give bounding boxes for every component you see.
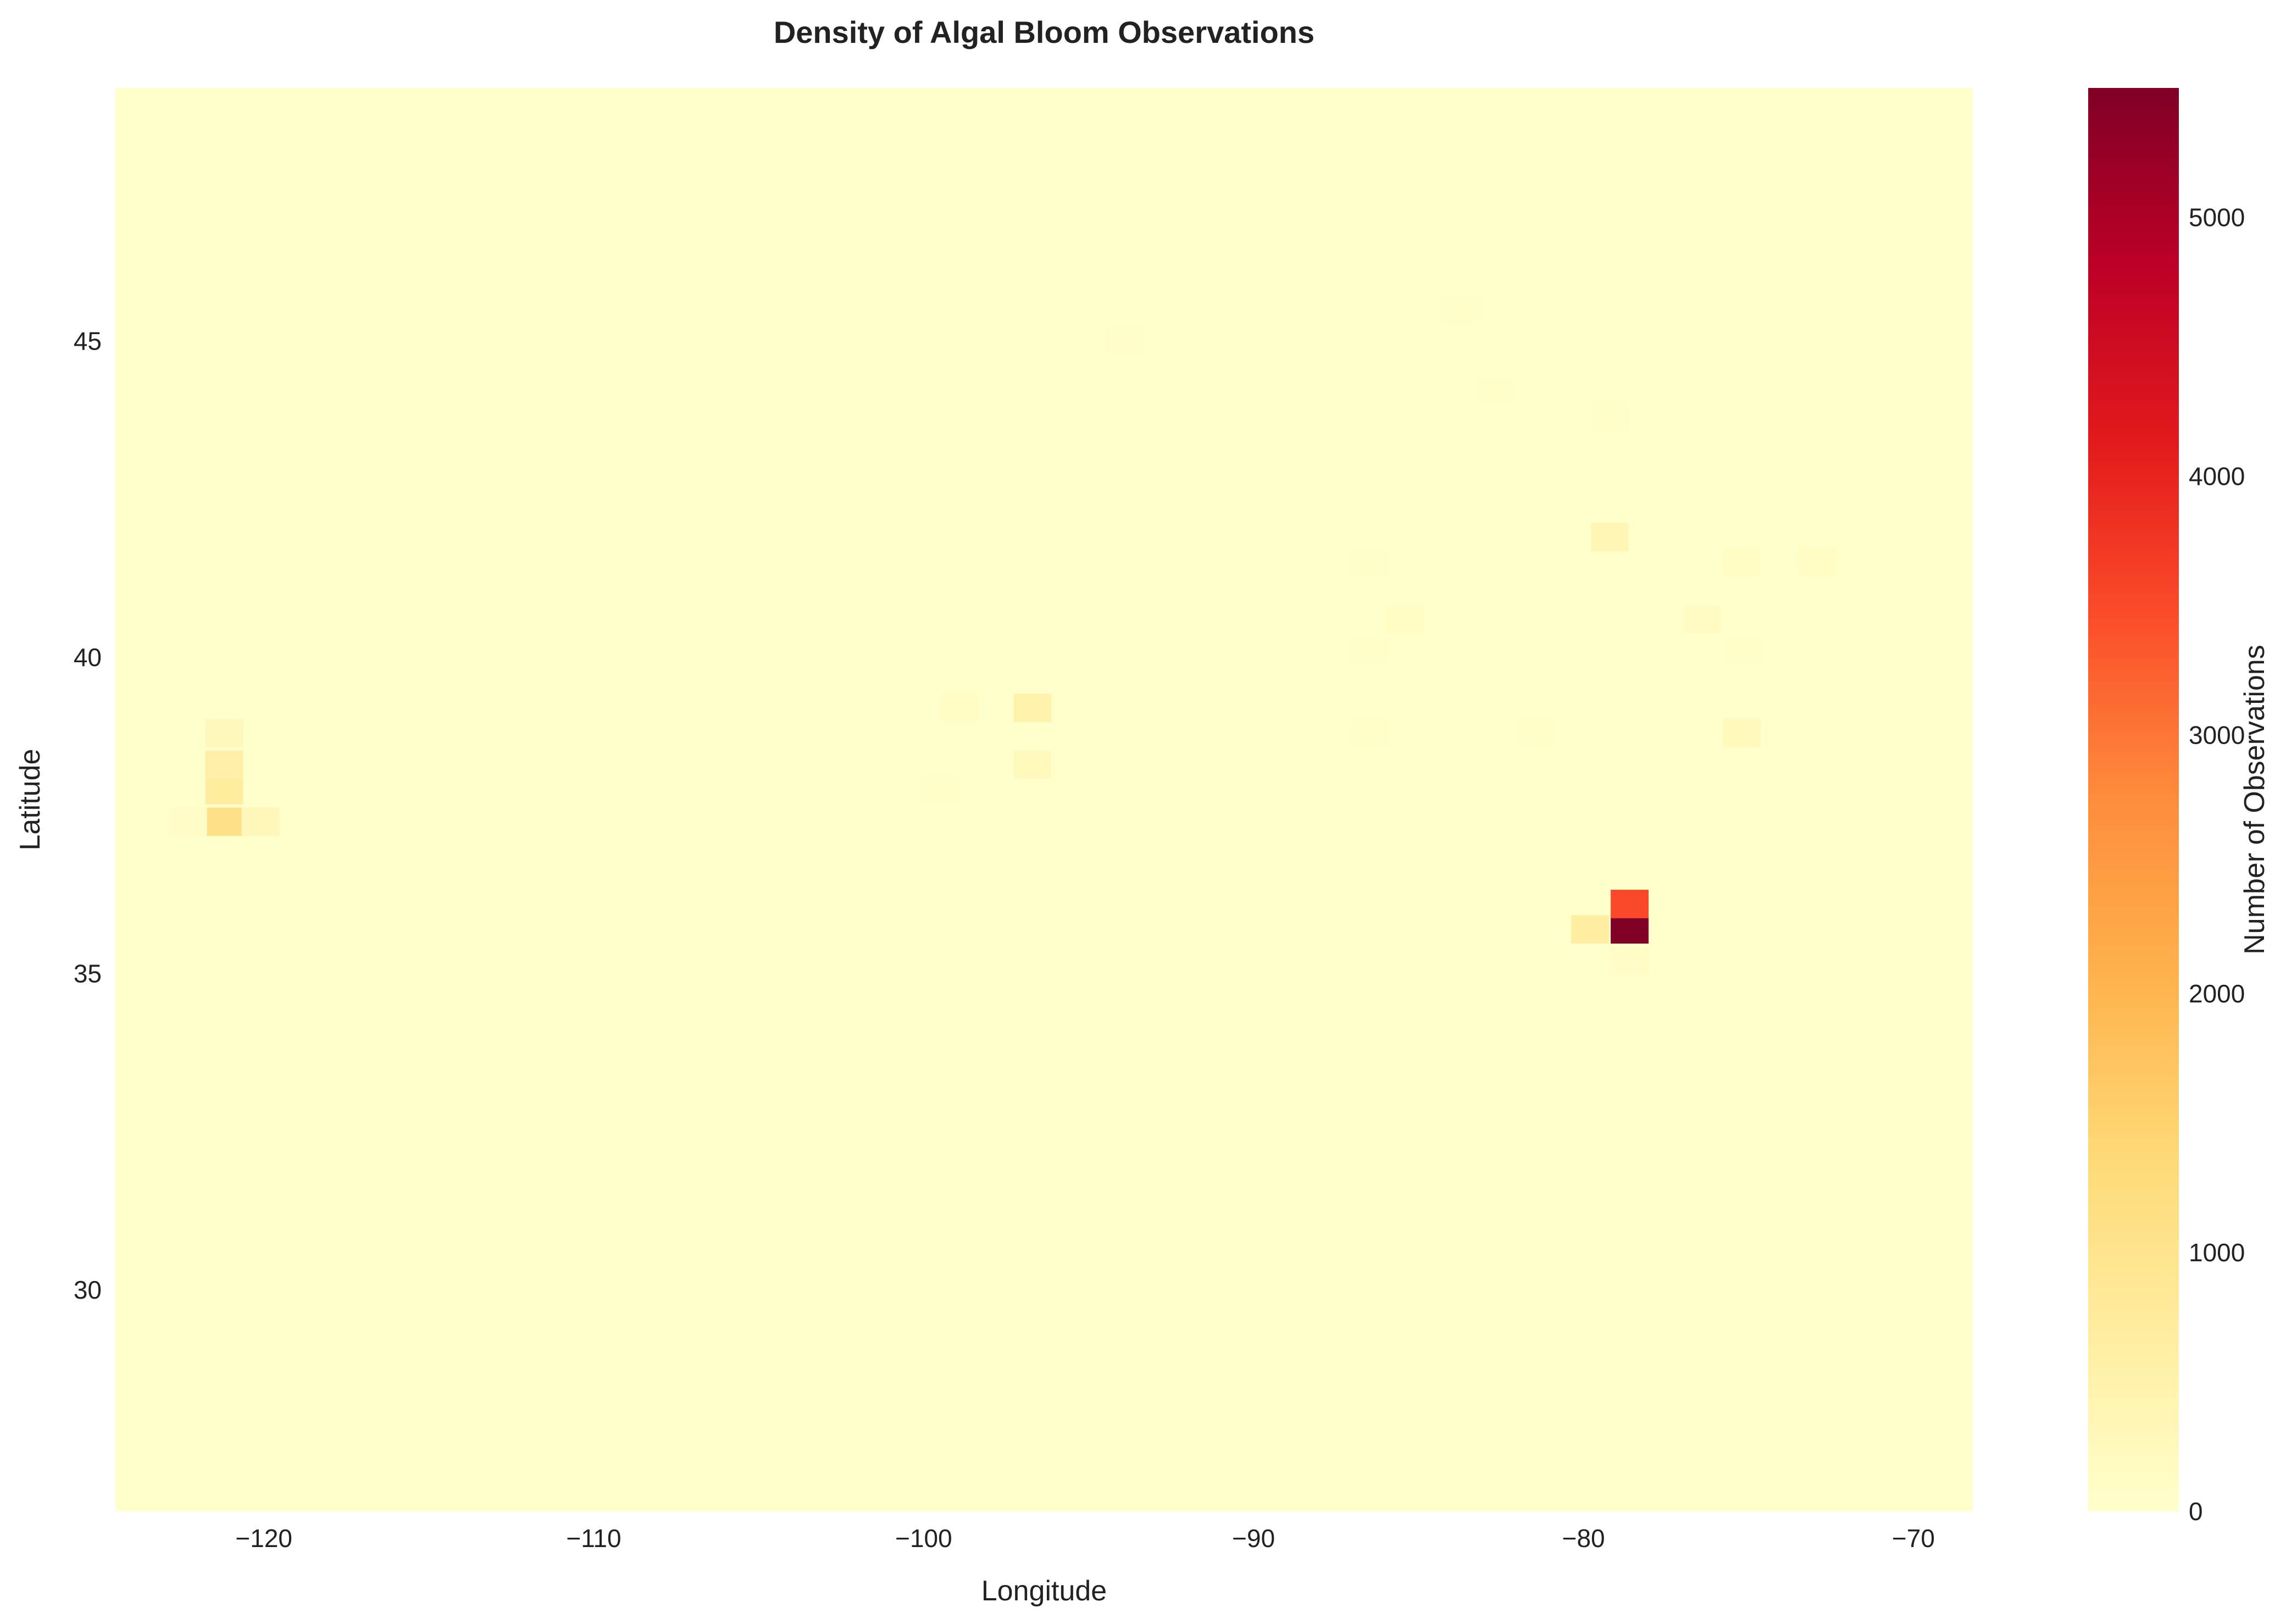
heatmap-cell [1479, 377, 1517, 406]
colorbar-tick-label: 5000 [2189, 203, 2245, 232]
heatmap-cell [1386, 605, 1424, 634]
heatmap-cell [1591, 523, 1629, 552]
colorbar-tick-label: 2000 [2189, 979, 2245, 1008]
heatmap-cell [205, 719, 243, 747]
heatmap-cell [205, 807, 243, 836]
colorbar-ticks: 0 1000 2000 3000 4000 5000 [2189, 203, 2245, 1526]
x-axis-ticks: −120 −110 −100 −90 −80 −70 [235, 1524, 1935, 1553]
heatmap-cell [1723, 548, 1761, 577]
heatmap-cell [1518, 719, 1556, 747]
colorbar-label: Number of Observations [2239, 645, 2271, 955]
heatmap-cell [1350, 636, 1388, 666]
heatmap-cell [1106, 326, 1144, 356]
heatmap-cell [1611, 946, 1649, 975]
colorbar-tick-label: 3000 [2189, 720, 2245, 749]
heatmap-cells [169, 295, 1837, 975]
colorbar-tick-label: 1000 [2189, 1238, 2245, 1267]
heatmap-cell [1799, 548, 1837, 577]
y-tick-label: 40 [74, 643, 102, 672]
heatmap-cell [1723, 719, 1761, 747]
x-tick-label: −120 [235, 1524, 292, 1553]
heatmap-cell [941, 694, 979, 722]
x-tick-label: −90 [1232, 1524, 1275, 1553]
plot-area [115, 88, 1973, 1511]
heatmap-cell [1013, 694, 1052, 722]
heatmap-cell [1683, 605, 1722, 634]
heatmap-cell [1611, 890, 1649, 918]
y-axis-label: Latitude [14, 749, 46, 850]
y-tick-label: 35 [74, 960, 102, 988]
heatmap-cell [169, 807, 207, 836]
heatmap-cell [921, 775, 959, 805]
y-axis-ticks: 30 35 40 45 [74, 326, 102, 1304]
heatmap-cell [1611, 915, 1649, 944]
heatmap-cell [1013, 750, 1052, 779]
x-tick-label: −70 [1892, 1524, 1935, 1553]
heatmap-cell [205, 750, 243, 779]
heatmap-cell [1350, 548, 1388, 577]
x-axis-label: Longitude [981, 1575, 1107, 1607]
heatmap-cell [1571, 915, 1610, 944]
y-tick-label: 30 [74, 1276, 102, 1304]
heatmap-cell [1442, 295, 1480, 324]
heatmap-cell [241, 807, 280, 836]
colorbar [2088, 88, 2179, 1511]
x-tick-label: −80 [1562, 1524, 1605, 1553]
heatmap-cell [1591, 402, 1629, 431]
colorbar-tick-label: 0 [2189, 1497, 2203, 1526]
heatmap-cell [205, 775, 243, 805]
y-tick-label: 45 [74, 326, 102, 355]
chart-title: Density of Algal Bloom Observations [774, 15, 1314, 49]
heatmap-cell [1723, 636, 1761, 666]
heatmap-cell [1350, 719, 1388, 747]
x-tick-label: −100 [895, 1524, 952, 1553]
x-tick-label: −110 [566, 1524, 621, 1553]
colorbar-tick-label: 4000 [2189, 462, 2245, 490]
